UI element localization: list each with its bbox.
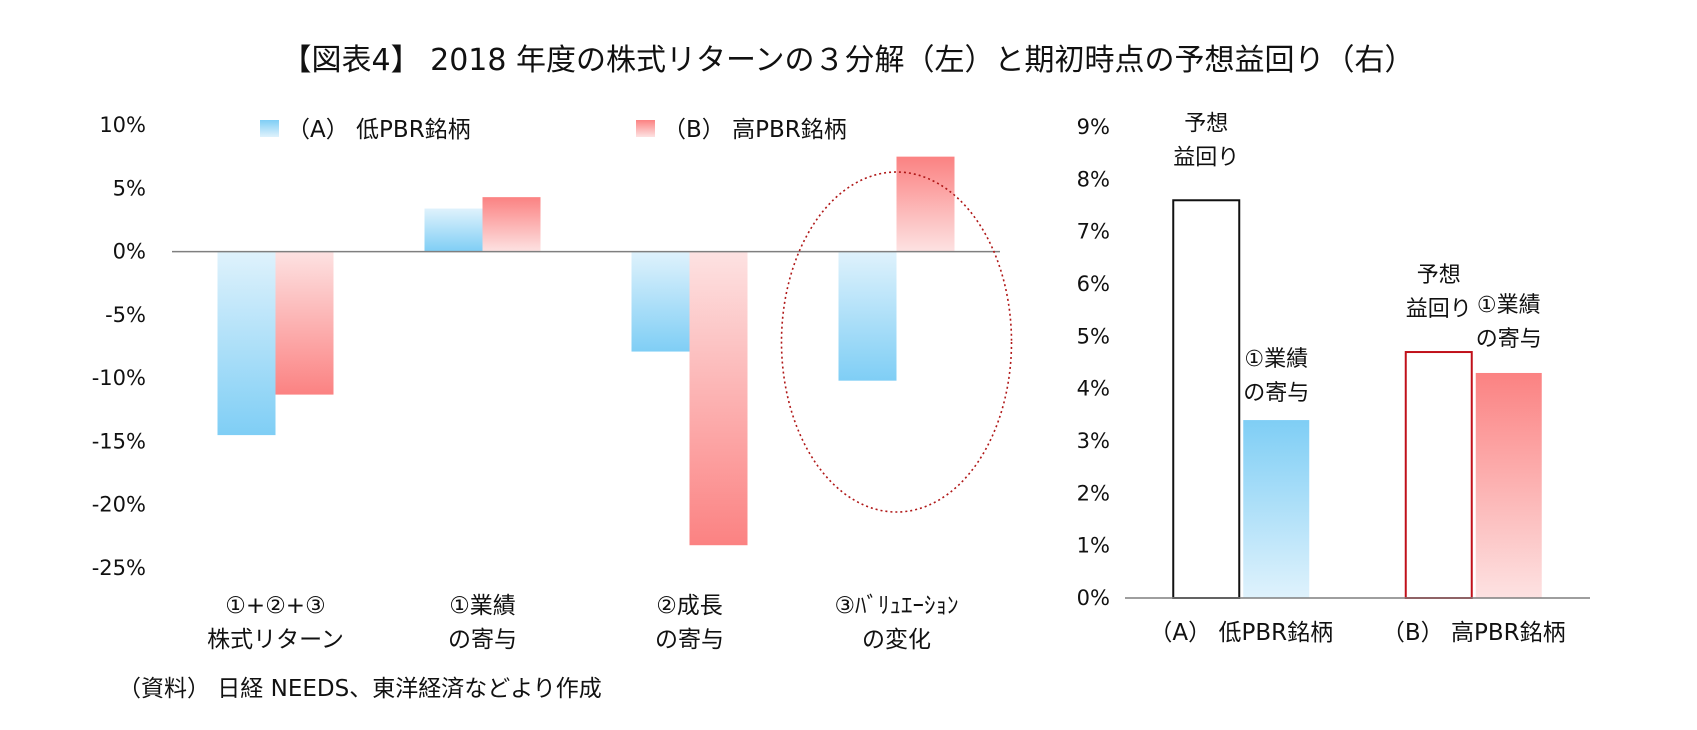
source-note: （資料） 日経 NEEDS、東洋経済などより作成 [118, 676, 602, 702]
left-y-tick-label: -10% [92, 366, 146, 390]
bar-high-pbr [689, 251, 748, 546]
bar-high-pbr [275, 251, 334, 395]
left-category-label: ②成長 [656, 593, 723, 619]
bar-forecast-earnings-yield [1404, 351, 1473, 599]
annotation-forecast-yield: 益回り [1173, 145, 1239, 170]
bar-high-pbr [482, 197, 541, 252]
right-y-tick-label: 1% [1077, 534, 1110, 558]
right-y-tick-label: 5% [1077, 324, 1110, 348]
legend-label: （A） 低PBR銘柄 [287, 117, 471, 143]
right-y-tick-label: 3% [1077, 429, 1110, 453]
annotation-forecast-yield: 益回り [1406, 297, 1472, 322]
right-y-tick-label: 2% [1077, 481, 1110, 505]
annotation-earnings-contribution: の寄与 [1243, 381, 1309, 406]
right-y-tick-label: 9% [1077, 115, 1110, 139]
left-y-tick-label: -5% [105, 303, 146, 327]
legend-label: （B） 高PBR銘柄 [663, 117, 847, 143]
annotation-forecast-yield: 予想 [1417, 263, 1461, 288]
right-y-tick-label: 8% [1077, 167, 1110, 191]
right-category-label: （A） 低PBR銘柄 [1149, 620, 1333, 646]
bar-low-pbr [217, 251, 276, 436]
bar-low-pbr [424, 208, 483, 252]
left-y-tick-label: -15% [92, 429, 146, 453]
left-category-label: ③ﾊﾞﾘｭｴｰｼｮﾝ [834, 593, 958, 619]
annotation-earnings-contribution: ①業績 [1244, 347, 1308, 372]
left-y-tick-label: 10% [99, 113, 146, 137]
bar-earnings-contribution [1243, 420, 1310, 598]
left-category-label: ①+②+③ [225, 593, 325, 619]
highlight-ellipse [780, 171, 1013, 513]
left-category-label: の寄与 [655, 627, 724, 653]
left-y-tick-label: 5% [113, 176, 146, 200]
right-y-tick-label: 6% [1077, 272, 1110, 296]
right-y-tick-label: 0% [1077, 586, 1110, 610]
bar-low-pbr [838, 251, 897, 381]
annotation-earnings-contribution: の寄与 [1476, 327, 1542, 352]
left-category-label: 株式リターン [207, 627, 344, 653]
left-panel: 10% 5% 0% -5% -10% -15% -20% -25% ①+②+③ 株式リターン ①業績… [92, 113, 1013, 653]
left-y-tick-label: -25% [92, 556, 146, 580]
left-y-tick-label: -20% [92, 493, 146, 517]
annotation-earnings-contribution: ①業績 [1477, 293, 1541, 318]
left-category-label: ①業績 [449, 593, 516, 619]
right-category-label: （B） 高PBR銘柄 [1382, 620, 1566, 646]
left-category-label: の変化 [862, 627, 931, 653]
left-category-label: の寄与 [448, 627, 517, 653]
right-y-tick-label: 4% [1077, 377, 1110, 401]
bar-high-pbr [896, 156, 955, 252]
annotation-forecast-yield: 予想 [1184, 111, 1228, 136]
bar-forecast-earnings-yield [1172, 199, 1241, 599]
left-y-tick-label: 0% [113, 240, 146, 264]
right-y-tick-label: 7% [1077, 220, 1110, 244]
chart-title: 【図表4】 2018 年度の株式リターンの３分解（左）と期初時点の予想益回り（右… [281, 43, 1414, 78]
bar-low-pbr [631, 251, 690, 352]
legend-swatch-low-pbr [260, 120, 279, 137]
legend-swatch-high-pbr [636, 120, 655, 137]
bar-earnings-contribution [1475, 372, 1542, 598]
